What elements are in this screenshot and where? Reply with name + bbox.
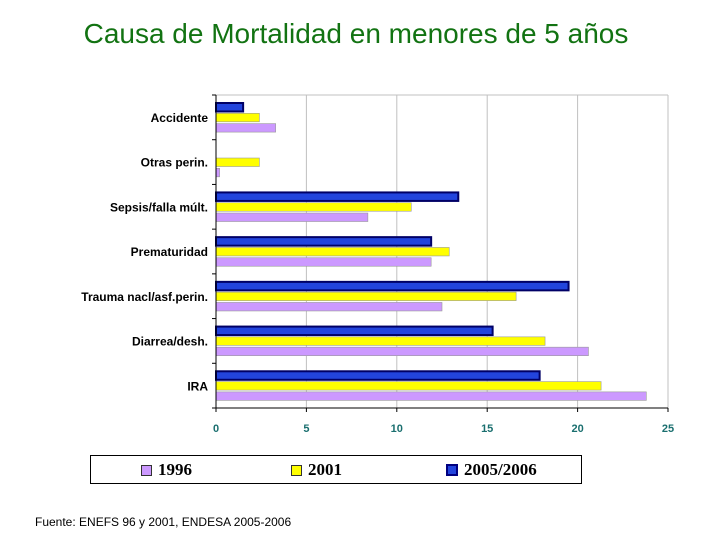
bar-ira-2001: [215, 381, 602, 391]
x-tick-label-20: 20: [571, 423, 583, 435]
x-tick-label-0: 0: [213, 423, 219, 435]
bar-sepsis-falla-m-lt-2001: [215, 202, 412, 212]
bar-diarrea-desh-2001: [215, 336, 546, 346]
category-label-trauma-nacl-asf-perin: Trauma nacl/asf.perin.: [81, 290, 208, 304]
x-tick-label-15: 15: [481, 423, 493, 435]
bar-otras-perin-2001: [215, 157, 260, 167]
x-tick-label-25: 25: [662, 423, 674, 435]
legend-label-1996: 1996: [158, 460, 192, 479]
legend-item-1996: 1996: [141, 460, 192, 480]
bar-ira-1996: [215, 391, 647, 401]
bar-prematuridad-2001: [215, 247, 450, 257]
legend-item-2005-2006: 2005/2006: [446, 460, 537, 480]
category-label-accidente: Accidente: [151, 111, 209, 125]
bar-prematuridad-1996: [215, 257, 432, 267]
category-label-sepsis-falla-m-lt: Sepsis/falla múlt.: [110, 200, 208, 214]
category-label-prematuridad: Prematuridad: [131, 245, 208, 259]
category-label-ira: IRA: [187, 379, 208, 393]
legend-swatch-2001: [291, 464, 302, 476]
legend-swatch-1996: [141, 464, 152, 476]
bar-trauma-nacl-asf-perin-1996: [215, 302, 443, 312]
x-tick-label-5: 5: [303, 423, 309, 435]
bar-sepsis-falla-m-lt-2005-2006: [215, 191, 460, 202]
bar-sepsis-falla-m-lt-1996: [215, 212, 369, 222]
legend-label-2005-2006: 2005/2006: [464, 460, 537, 479]
category-label-otras-perin: Otras perin.: [141, 156, 208, 170]
bar-trauma-nacl-asf-perin-2001: [215, 291, 517, 301]
source-note: Fuente: ENEFS 96 y 2001, ENDESA 2005-200…: [35, 515, 292, 529]
bar-accidente-1996: [215, 123, 276, 133]
bar-accidente-2001: [215, 113, 260, 123]
bar-trauma-nacl-asf-perin-2005-2006: [215, 280, 570, 292]
bar-accidente-2005-2006: [215, 102, 245, 113]
bar-chart: Accidente Otras perin. Sepsis/falla múlt. P…: [81, 94, 674, 435]
legend-label-2001: 2001: [308, 460, 342, 479]
chart-legend: 1996 2001 2005/2006: [90, 455, 582, 484]
legend-swatch-2005-2006: [446, 464, 458, 476]
x-tick-label-10: 10: [391, 423, 403, 435]
page-title: Causa de Mortalidad en menores de 5 años: [83, 18, 629, 49]
bar-diarrea-desh-1996: [215, 346, 589, 356]
category-label-diarrea-desh: Diarrea/desh.: [132, 335, 208, 349]
legend-item-2001: 2001: [291, 460, 342, 480]
bar-prematuridad-2005-2006: [215, 236, 433, 247]
bar-ira-2005-2006: [215, 370, 541, 381]
bar-otras-perin-1996: [215, 168, 220, 178]
bar-diarrea-desh-2005-2006: [215, 325, 494, 337]
